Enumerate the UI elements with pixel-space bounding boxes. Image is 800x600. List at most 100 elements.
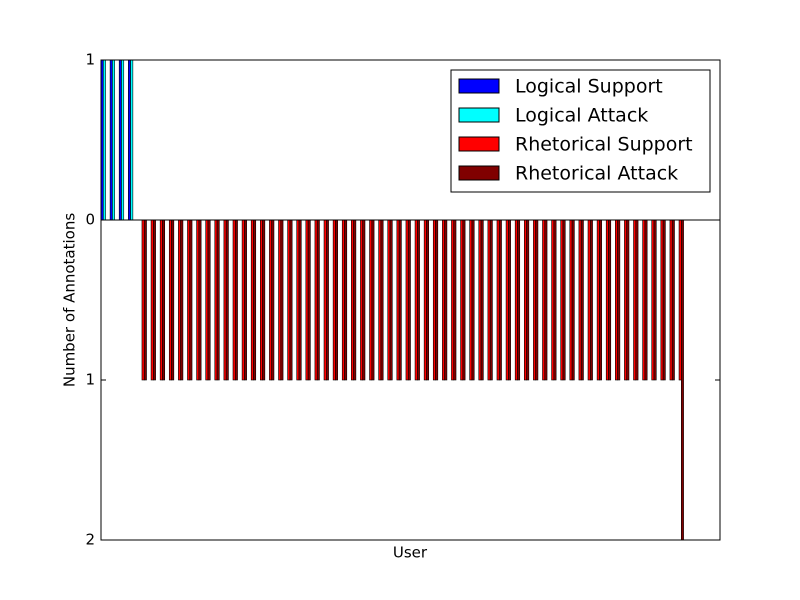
y-tick-label: 0 xyxy=(85,211,95,229)
bar xyxy=(460,219,464,381)
bar xyxy=(496,219,500,381)
bar xyxy=(341,219,345,381)
bar xyxy=(596,219,600,381)
bar xyxy=(578,219,582,381)
bar xyxy=(553,219,557,381)
bar xyxy=(626,219,630,381)
bar xyxy=(296,219,300,381)
y-axis-label: Number of Annotations xyxy=(61,213,79,388)
bar xyxy=(535,219,539,381)
bar xyxy=(234,219,238,381)
bar xyxy=(480,219,484,381)
bar xyxy=(426,219,430,381)
bar xyxy=(153,219,156,381)
bar xyxy=(371,219,375,381)
bar xyxy=(653,219,657,381)
bar xyxy=(128,59,131,221)
bar xyxy=(351,219,354,381)
bar xyxy=(471,219,475,381)
bar xyxy=(253,219,257,381)
bar xyxy=(451,219,455,381)
bar xyxy=(478,219,482,381)
legend-label: Rhetorical Attack xyxy=(515,163,678,185)
bar xyxy=(587,219,591,381)
bar xyxy=(635,219,639,381)
bar xyxy=(298,219,302,381)
bar xyxy=(196,219,200,381)
bar xyxy=(198,219,202,381)
bar xyxy=(118,59,122,221)
bar xyxy=(405,219,409,381)
bar xyxy=(387,219,391,381)
plot-frame xyxy=(100,59,721,541)
bar xyxy=(444,219,448,381)
bar xyxy=(150,219,154,381)
y-tick-label: 2 xyxy=(85,531,95,549)
bar xyxy=(223,219,227,381)
bar xyxy=(260,219,263,381)
bar xyxy=(143,219,147,381)
bar xyxy=(280,219,284,381)
bar xyxy=(589,219,593,381)
x-axis-label: User xyxy=(393,544,428,562)
bar xyxy=(250,219,254,381)
bar xyxy=(517,219,521,381)
bar xyxy=(671,219,675,381)
bar xyxy=(323,219,327,381)
bar xyxy=(162,219,166,381)
bar xyxy=(669,219,673,381)
legend-label: Logical Attack xyxy=(515,105,648,127)
bar xyxy=(332,219,336,381)
bar xyxy=(662,219,666,381)
bar xyxy=(462,219,466,381)
y-tick-label: 1 xyxy=(85,371,95,389)
bar xyxy=(159,219,163,381)
bar xyxy=(362,219,366,381)
bar xyxy=(498,219,502,381)
bar xyxy=(514,219,518,381)
bar xyxy=(289,219,293,381)
bar xyxy=(141,219,145,381)
legend-label: Rhetorical Support xyxy=(515,134,693,156)
bar xyxy=(130,59,134,221)
bar xyxy=(180,219,184,381)
bar xyxy=(396,219,400,381)
legend-label: Logical Support xyxy=(515,76,663,98)
bar xyxy=(569,219,573,381)
legend-swatch xyxy=(458,136,500,152)
bar xyxy=(325,219,329,381)
bar xyxy=(562,219,566,381)
bar xyxy=(121,59,125,221)
bar xyxy=(453,219,457,381)
bar xyxy=(560,219,564,381)
bar xyxy=(398,219,402,381)
bar xyxy=(369,219,373,381)
bar xyxy=(109,59,113,221)
bar xyxy=(633,219,637,381)
bar xyxy=(423,219,427,381)
bar xyxy=(551,219,555,381)
bar xyxy=(489,219,493,381)
bar xyxy=(599,219,602,381)
bar xyxy=(505,219,509,381)
bar xyxy=(580,219,584,381)
bar xyxy=(469,219,473,381)
bar xyxy=(187,219,191,381)
bar xyxy=(435,219,439,381)
bar xyxy=(642,219,646,381)
bar xyxy=(168,219,172,381)
bar xyxy=(178,219,181,381)
bar xyxy=(523,219,527,381)
bar xyxy=(112,59,115,221)
bar xyxy=(232,219,236,381)
bar xyxy=(544,219,548,381)
bar xyxy=(205,219,209,381)
bar xyxy=(335,219,338,381)
bar xyxy=(526,219,530,381)
bar xyxy=(287,219,291,381)
legend-swatch xyxy=(458,107,500,123)
bar xyxy=(389,219,393,381)
bar xyxy=(380,219,384,381)
bar xyxy=(214,219,218,381)
bar xyxy=(171,219,175,381)
